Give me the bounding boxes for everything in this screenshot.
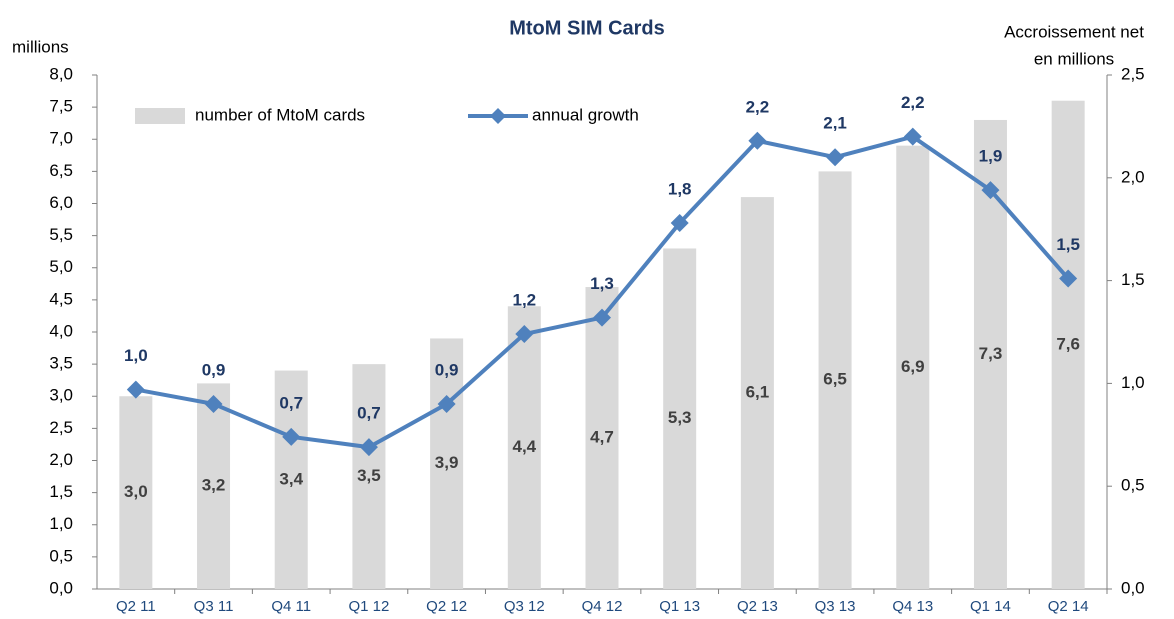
y-tick-label: 7,0 — [49, 129, 73, 148]
line-value-label: 2,2 — [746, 97, 770, 116]
y-tick-label: 2,0 — [49, 450, 73, 469]
y2-tick-label: 1,5 — [1121, 270, 1145, 289]
y-tick-label: 2,5 — [49, 418, 73, 437]
y2-tick-label: 0,0 — [1121, 578, 1145, 597]
y-tick-label: 7,5 — [49, 97, 73, 116]
marker — [670, 214, 689, 233]
marker — [981, 181, 1000, 200]
line-value-label: 0,7 — [357, 404, 381, 423]
bar — [197, 383, 231, 589]
y-tick-label: 6,5 — [49, 161, 73, 180]
line-value-label: 0,7 — [279, 393, 303, 412]
y-tick-label: 3,0 — [49, 386, 73, 405]
line-value-label: 1,3 — [590, 274, 614, 293]
x-tick-label: Q1 13 — [659, 598, 700, 615]
y-tick-label: 4,0 — [49, 321, 73, 340]
marker — [437, 394, 456, 413]
legend-label: number of MtoM cards — [195, 105, 365, 124]
y2-axis-label: Accroissement net — [1004, 22, 1144, 41]
marker — [204, 394, 223, 413]
y-tick-label: 5,5 — [49, 225, 73, 244]
x-tick-label: Q1 12 — [348, 598, 389, 615]
bar-value-label: 3,5 — [357, 466, 381, 485]
line-value-label: 2,2 — [901, 93, 925, 112]
bar — [274, 370, 308, 589]
line-value-label: 1,8 — [668, 180, 692, 199]
marker — [1059, 269, 1078, 288]
x-tick-label: Q2 12 — [426, 598, 467, 615]
bar — [663, 248, 697, 589]
bar-value-label: 3,2 — [202, 476, 226, 495]
bar — [119, 396, 153, 589]
legend-swatch — [135, 108, 185, 124]
bar-value-label: 6,1 — [746, 383, 770, 402]
line-value-label: 1,2 — [512, 291, 536, 310]
bar-value-label: 6,9 — [901, 357, 925, 376]
bar — [430, 338, 464, 589]
x-tick-label: Q1 14 — [970, 598, 1011, 615]
bar — [1051, 100, 1085, 589]
x-tick-label: Q4 13 — [892, 598, 933, 615]
marker — [593, 308, 611, 327]
x-tick-label: Q3 12 — [504, 598, 545, 615]
y-tick-label: 0,0 — [49, 578, 73, 597]
y-tick-label: 5,0 — [49, 257, 73, 276]
bar-value-label: 7,3 — [979, 344, 1003, 363]
bar-value-label: 7,6 — [1056, 334, 1080, 353]
marker — [282, 427, 301, 446]
bar — [352, 364, 386, 589]
line-value-label: 2,1 — [823, 114, 847, 133]
bar — [585, 287, 619, 589]
y-tick-label: 1,0 — [49, 514, 73, 533]
marker — [903, 127, 922, 146]
legend-label: annual growth — [532, 105, 639, 124]
y-tick-label: 0,5 — [49, 546, 73, 565]
x-tick-label: Q4 12 — [582, 598, 623, 615]
bar — [818, 171, 852, 589]
marker — [515, 325, 534, 344]
bar-value-label: 3,9 — [435, 453, 459, 472]
y-tick-label: 3,5 — [49, 354, 73, 373]
bar-value-label: 4,4 — [512, 437, 536, 456]
bar — [896, 145, 930, 590]
marker — [826, 148, 845, 167]
marker — [126, 380, 145, 399]
x-tick-label: Q2 11 — [116, 598, 156, 615]
line-value-label: 1,9 — [979, 147, 1003, 166]
x-tick-label: Q2 13 — [737, 598, 778, 615]
bar — [740, 197, 774, 589]
bar-value-label: 3,4 — [279, 469, 303, 488]
y-tick-label: 8,0 — [49, 64, 73, 83]
x-tick-label: Q4 11 — [271, 598, 311, 615]
y2-tick-label: 2,0 — [1121, 167, 1145, 186]
marker — [359, 438, 378, 457]
y2-axis-label: en millions — [1034, 49, 1114, 68]
bar-value-label: 6,5 — [823, 370, 847, 389]
x-tick-label: Q2 14 — [1048, 598, 1089, 615]
x-tick-label: Q3 11 — [194, 598, 234, 615]
bar-value-label: 4,7 — [590, 427, 614, 446]
y-tick-label: 6,0 — [49, 193, 73, 212]
line-value-label: 1,5 — [1056, 235, 1080, 254]
bar — [507, 306, 541, 589]
chart-title: MtoM SIM Cards — [509, 17, 665, 39]
marker — [748, 131, 767, 150]
y-axis-label: millions — [12, 37, 69, 56]
y2-tick-label: 2,5 — [1121, 64, 1145, 83]
y2-tick-label: 0,5 — [1121, 476, 1145, 495]
line-value-label: 0,9 — [435, 360, 459, 379]
y-tick-label: 4,5 — [49, 289, 73, 308]
y2-tick-label: 1,0 — [1121, 373, 1145, 392]
line-value-label: 1,0 — [124, 346, 148, 365]
y-tick-label: 1,5 — [49, 482, 73, 501]
legend-swatch — [490, 108, 506, 124]
bar-value-label: 5,3 — [668, 408, 692, 427]
x-tick-label: Q3 13 — [815, 598, 856, 615]
bar-value-label: 3,0 — [124, 482, 148, 501]
line-value-label: 0,9 — [202, 360, 226, 379]
